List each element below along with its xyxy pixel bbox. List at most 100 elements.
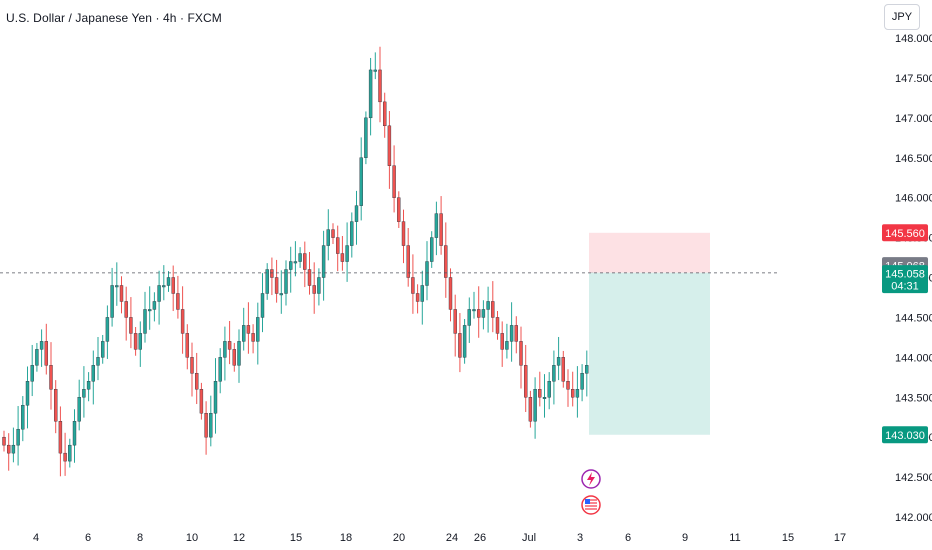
candle-body xyxy=(453,309,457,334)
take-profit-zone[interactable] xyxy=(589,272,710,435)
x-tick-label: 24 xyxy=(446,532,458,544)
candle-body xyxy=(528,397,533,422)
candle-body xyxy=(491,301,495,318)
x-tick-label: 12 xyxy=(233,532,245,544)
candle-body xyxy=(279,293,283,296)
target-price-tag-bg xyxy=(882,426,928,444)
candle-body xyxy=(571,389,575,398)
candle-body xyxy=(68,444,72,462)
candle-body xyxy=(77,397,81,422)
candle-body xyxy=(458,333,462,358)
candle-body xyxy=(561,357,565,382)
candle-body xyxy=(509,325,514,342)
current-price-tag-bg xyxy=(882,265,928,294)
candle-body xyxy=(547,381,551,398)
x-tick-label: 20 xyxy=(393,532,405,544)
candle-body xyxy=(21,405,25,430)
x-tick-label: 6 xyxy=(85,532,91,544)
candle-body xyxy=(317,277,321,294)
candle-body xyxy=(387,125,392,166)
candle-body xyxy=(86,381,91,390)
candle-body xyxy=(401,221,406,246)
position-tool-layer xyxy=(0,232,780,435)
candle-body xyxy=(495,317,500,334)
candle-body xyxy=(345,245,349,262)
candle-body xyxy=(566,381,570,390)
candle-body xyxy=(44,341,48,366)
candle-body xyxy=(284,269,288,294)
candle-body xyxy=(133,333,138,350)
candle-body xyxy=(16,428,20,446)
x-tick-label: 17 xyxy=(834,532,846,544)
candle-body xyxy=(157,285,161,302)
candle-body xyxy=(147,309,152,312)
candle-body xyxy=(176,293,180,310)
candle-body xyxy=(336,237,340,254)
y-tick-label: 142.500 xyxy=(895,472,932,484)
candle-body xyxy=(96,357,100,366)
x-tick-label: 11 xyxy=(729,532,740,544)
candle-body xyxy=(448,277,453,310)
candle-body xyxy=(199,389,204,414)
candle-body xyxy=(162,285,166,288)
chart-title: U.S. Dollar / Japanese Yen · 4h · FXCM xyxy=(6,11,222,25)
candle-body xyxy=(505,341,509,350)
candle-body xyxy=(218,357,222,382)
candle-body xyxy=(533,389,537,422)
candle-body xyxy=(331,229,335,238)
candle-body xyxy=(289,261,293,270)
candle-body xyxy=(585,365,589,374)
stop-loss-zone[interactable] xyxy=(589,232,710,273)
candle-body xyxy=(538,389,542,398)
candle-body xyxy=(486,301,490,310)
candle-body xyxy=(91,365,96,382)
us-flag-icon[interactable] xyxy=(581,495,601,515)
candle-body xyxy=(321,245,326,278)
candle-body xyxy=(383,101,387,127)
candle-body xyxy=(166,277,171,286)
current-price-tag-countdown: 04:31 xyxy=(891,281,919,293)
candle-body xyxy=(425,261,429,286)
candle-body xyxy=(152,301,157,310)
candle-body xyxy=(115,285,119,288)
candle-body xyxy=(260,293,265,318)
candle-body xyxy=(406,245,410,278)
candle-body xyxy=(2,436,6,446)
x-tick-label: 15 xyxy=(290,532,302,544)
candle-body xyxy=(54,389,58,422)
candle-body xyxy=(209,413,213,438)
candle-body xyxy=(420,285,424,302)
stop-price-tag-bg xyxy=(882,224,928,242)
candle-body xyxy=(124,301,128,318)
candle-body xyxy=(237,341,241,366)
candle-body xyxy=(213,381,218,414)
candle-body xyxy=(119,285,124,302)
candle-body xyxy=(439,213,443,246)
candle-body xyxy=(82,389,86,398)
candle-body xyxy=(25,381,30,406)
candles-layer xyxy=(2,46,594,477)
lightning-event-glyph xyxy=(587,472,595,486)
event-markers-layer xyxy=(581,469,601,515)
time-axis: 4 6 8 10 12 15 18 20 24 26 Jul 3 6 9 11 15 17 xyxy=(33,532,846,544)
y-tick-label: 147.500 xyxy=(895,73,932,85)
candle-body xyxy=(415,293,420,302)
candle-body xyxy=(477,309,481,318)
currency-button[interactable]: JPY xyxy=(884,4,920,30)
candle-body xyxy=(180,309,185,334)
candle-body xyxy=(105,317,110,342)
candle-body xyxy=(143,309,147,334)
candle-body xyxy=(185,333,190,358)
y-tick-label: 146.000 xyxy=(895,193,932,205)
candle-body xyxy=(552,365,556,382)
candle-body xyxy=(514,325,518,342)
candle-body xyxy=(138,333,143,350)
candle-body xyxy=(293,261,298,264)
y-tick-label: 143.500 xyxy=(895,392,932,404)
candle-body xyxy=(359,157,363,206)
candle-body xyxy=(63,452,67,462)
candle-body xyxy=(462,325,467,358)
candle-body xyxy=(35,349,39,366)
